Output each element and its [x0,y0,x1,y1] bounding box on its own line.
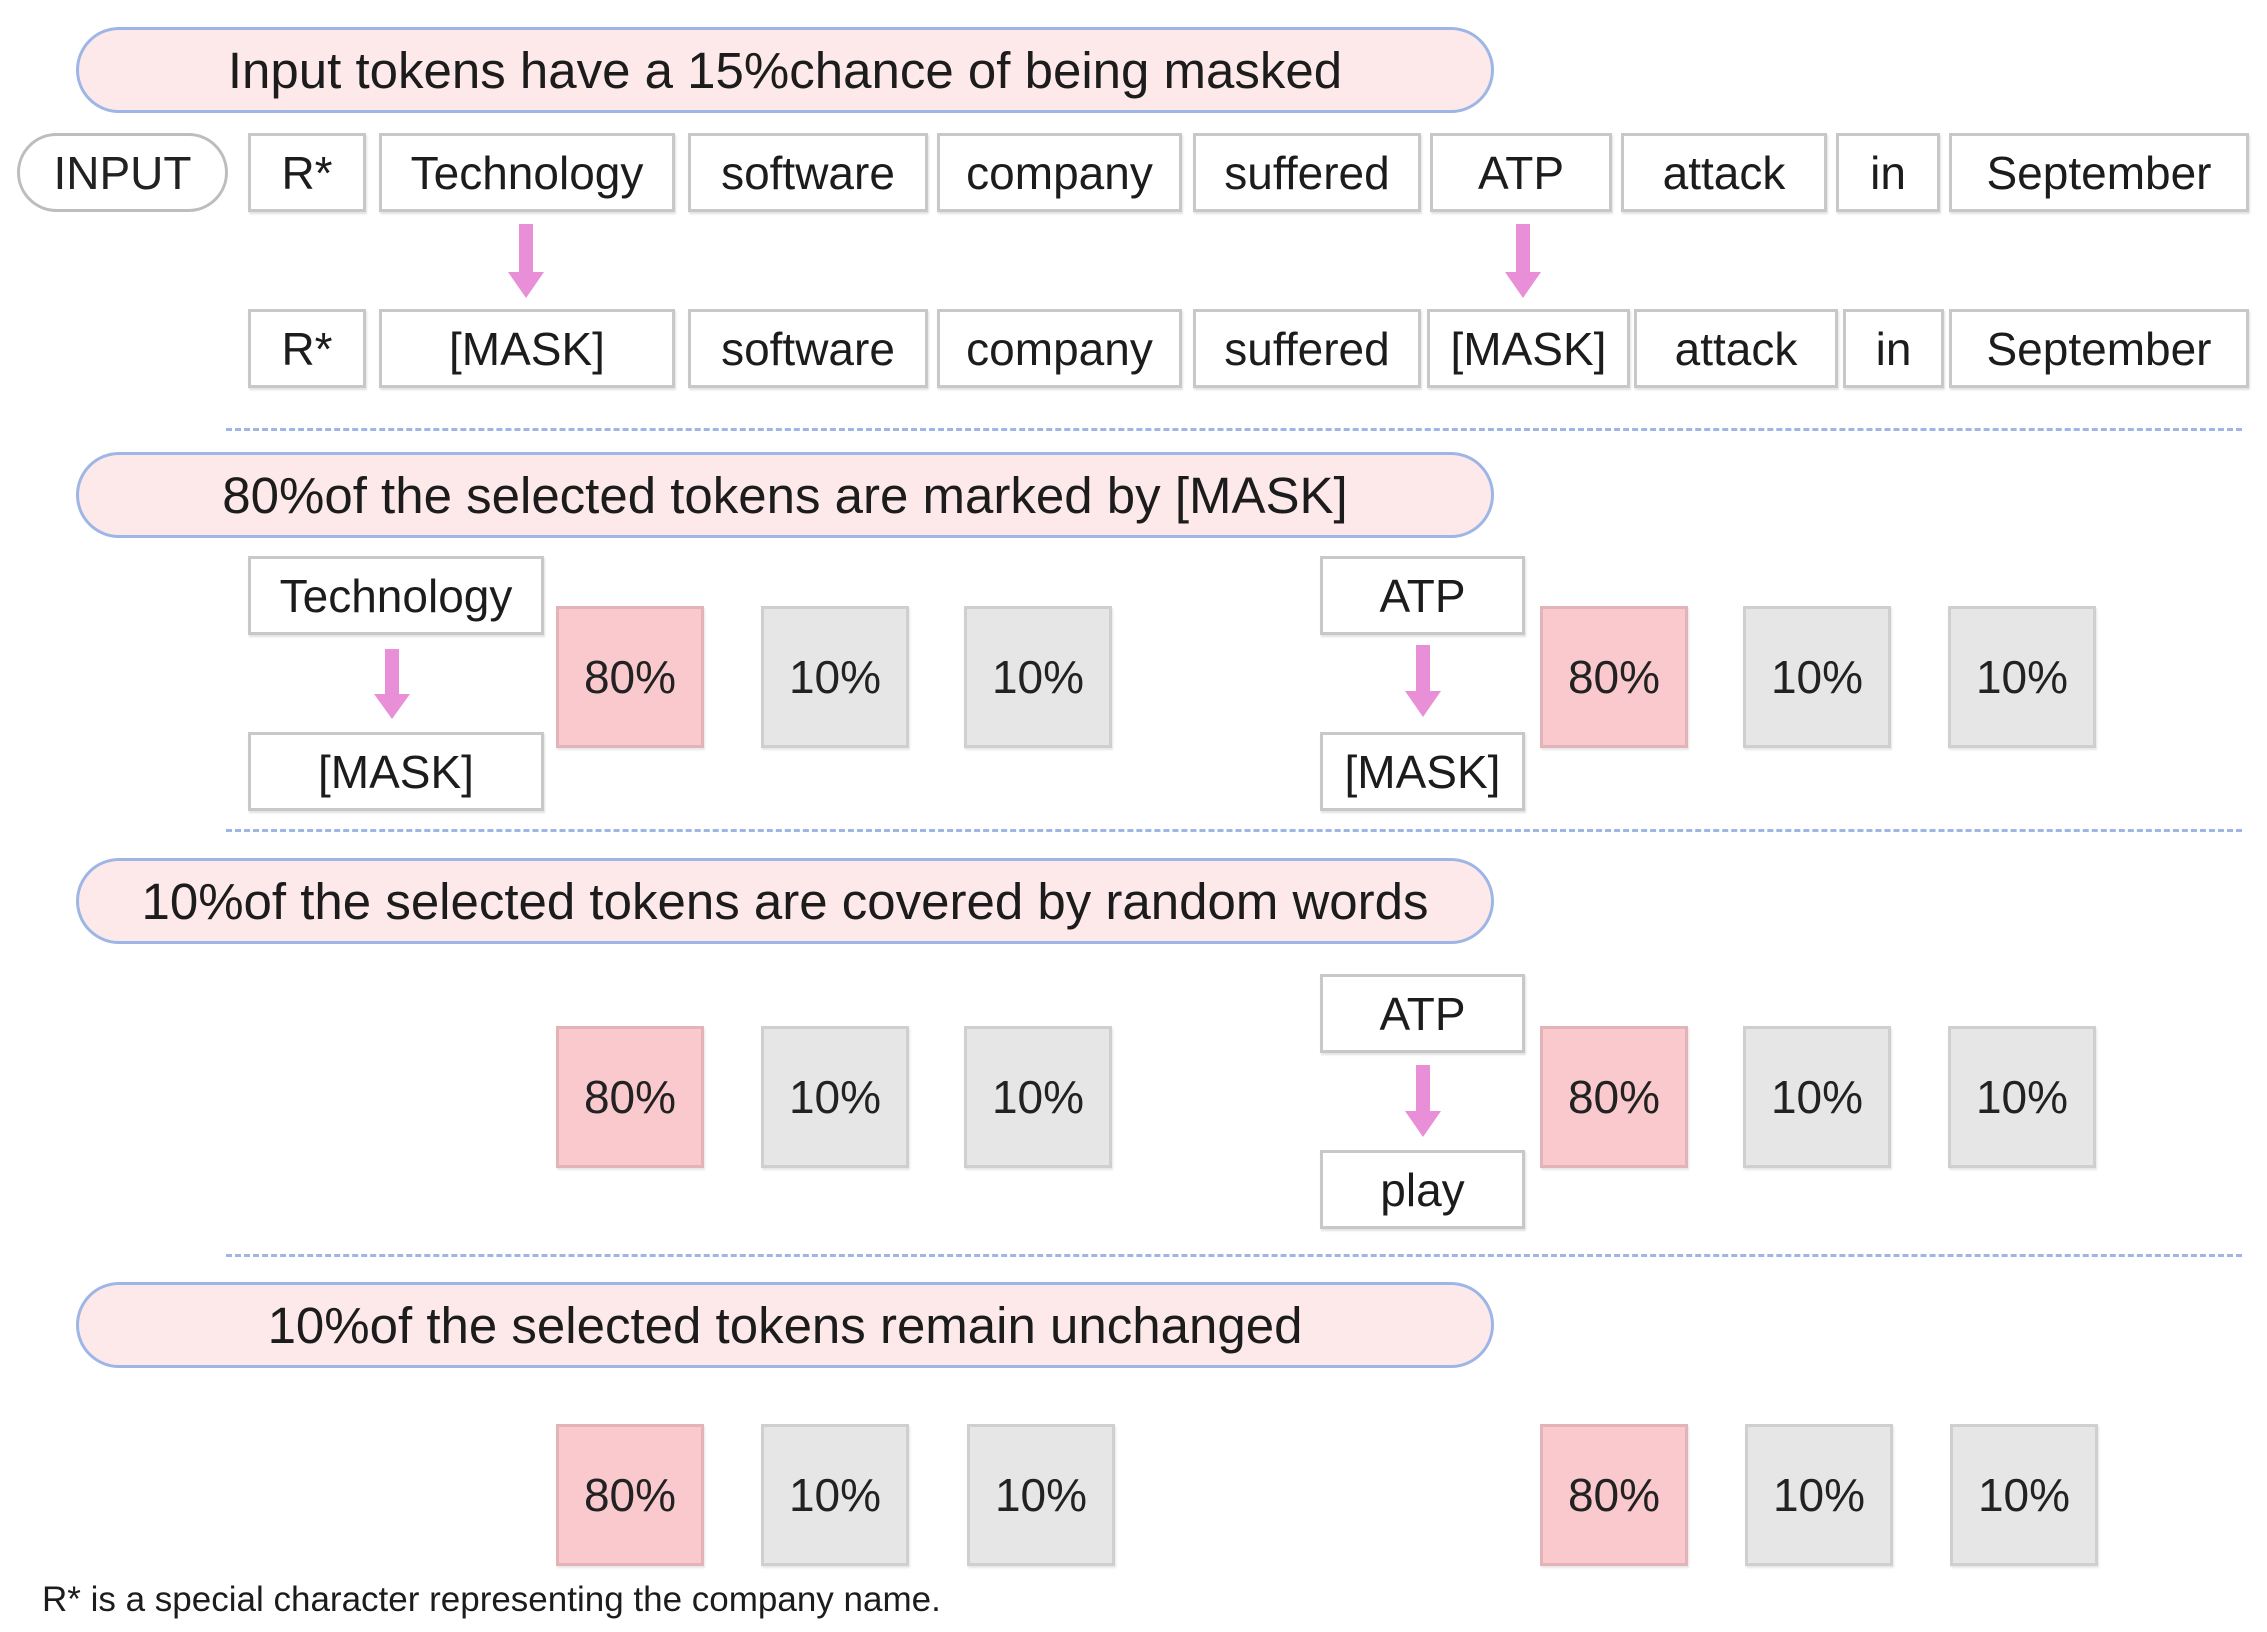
input-token: in [1836,133,1940,212]
masked-token: software [688,309,928,388]
masked-token: attack [1634,309,1838,388]
percent-box-80: 80% [1540,1026,1688,1168]
input-label: INPUT [17,133,228,212]
section-3-title: 10%of the selected tokens are covered by… [76,858,1494,944]
masked-token: [MASK] [379,309,675,388]
example-token-original: Technology [248,556,544,635]
percent-box-10: 10% [1743,606,1891,748]
masked-token: September [1949,309,2249,388]
input-token: Technology [379,133,675,212]
masked-token: suffered [1193,309,1421,388]
percent-box-10: 10% [761,1026,909,1168]
down-arrow-icon [1405,645,1441,717]
percent-box-10: 10% [761,606,909,748]
example-token-mask: [MASK] [1320,732,1525,811]
percent-box-10: 10% [1950,1424,2098,1566]
input-token: software [688,133,928,212]
masked-token: company [937,309,1182,388]
percent-box-10: 10% [1743,1026,1891,1168]
section-divider [226,1254,2242,1257]
example-token-random: play [1320,1150,1525,1229]
input-token: attack [1621,133,1827,212]
percent-box-10: 10% [964,1026,1112,1168]
section-divider [226,428,2242,431]
section-1-title: Input tokens have a 15%chance of being m… [76,27,1494,113]
percent-box-10: 10% [1948,1026,2096,1168]
percent-box-10: 10% [1948,606,2096,748]
down-arrow-icon [1405,1065,1441,1137]
down-arrow-icon [374,649,410,719]
masked-token: in [1843,309,1944,388]
input-token: suffered [1193,133,1421,212]
down-arrow-icon [508,224,544,298]
input-token: company [937,133,1182,212]
percent-box-80: 80% [556,1424,704,1566]
percent-box-80: 80% [556,1026,704,1168]
footnote: R* is a special character representing t… [42,1580,941,1619]
percent-box-10: 10% [964,606,1112,748]
percent-box-10: 10% [967,1424,1115,1566]
percent-box-80: 80% [556,606,704,748]
percent-box-10: 10% [1745,1424,1893,1566]
section-divider [226,829,2242,832]
masked-token: [MASK] [1427,309,1630,388]
masked-token: R* [248,309,366,388]
percent-box-10: 10% [761,1424,909,1566]
down-arrow-icon [1505,224,1541,298]
input-token: September [1949,133,2249,212]
percent-box-80: 80% [1540,606,1688,748]
example-token-mask: [MASK] [248,732,544,811]
input-token: R* [248,133,366,212]
example-token-original: ATP [1320,556,1525,635]
example-token-original: ATP [1320,974,1525,1053]
section-2-title: 80%of the selected tokens are marked by … [76,452,1494,538]
section-4-title: 10%of the selected tokens remain unchang… [76,1282,1494,1368]
input-token: ATP [1430,133,1612,212]
percent-box-80: 80% [1540,1424,1688,1566]
